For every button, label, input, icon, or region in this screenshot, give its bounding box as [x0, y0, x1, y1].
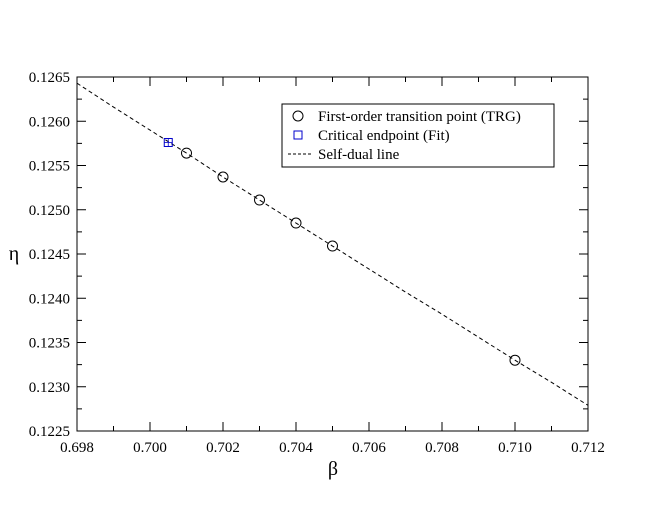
- legend-entry-label: Critical endpoint (Fit): [318, 128, 450, 144]
- transition-point: [181, 147, 192, 159]
- y-tick-label: 0.1230: [29, 380, 70, 396]
- x-tick-label: 0.704: [279, 440, 313, 456]
- x-tick-label: 0.702: [206, 440, 240, 456]
- y-tick-label: 0.1235: [29, 336, 70, 352]
- y-axis-label: η: [9, 243, 19, 265]
- legend-box: [281, 103, 555, 168]
- series-layer: [77, 82, 588, 406]
- x-tick-label: 0.710: [498, 440, 532, 456]
- ticks-layer: 0.698 0.700 0.702 0.704 0.706 0.708 0.710 0.712…: [29, 70, 605, 456]
- transition-point: [254, 194, 265, 206]
- transition-point: [509, 354, 521, 366]
- y-tick-label: 0.1240: [29, 291, 70, 307]
- legend-entry-label: Self-dual line: [318, 147, 400, 163]
- x-tick-label: 0.708: [425, 440, 459, 456]
- x-axis-label: β: [328, 458, 338, 480]
- y-tick-label: 0.1225: [29, 424, 70, 440]
- transition-point: [217, 171, 229, 183]
- x-tick-label: 0.698: [60, 440, 94, 456]
- legend: First-order transition point (TRG) Critic…: [281, 103, 555, 168]
- x-tick-label: 0.712: [571, 440, 605, 456]
- transition-point: [290, 217, 302, 229]
- y-tick-label: 0.1260: [29, 114, 70, 130]
- y-tick-label: 0.1250: [29, 203, 70, 219]
- legend-circle-marker: [292, 110, 304, 122]
- y-tick-label: 0.1265: [29, 70, 70, 86]
- transition-point: [327, 240, 338, 252]
- legend-entry-label: First-order transition point (TRG): [318, 109, 521, 125]
- x-tick-label: 0.700: [133, 440, 167, 456]
- legend-square-marker: [293, 130, 303, 140]
- y-tick-label: 0.1245: [29, 247, 70, 263]
- y-tick-label: 0.1255: [29, 159, 70, 175]
- self-dual-line: [77, 82, 588, 406]
- x-tick-label: 0.706: [352, 440, 386, 456]
